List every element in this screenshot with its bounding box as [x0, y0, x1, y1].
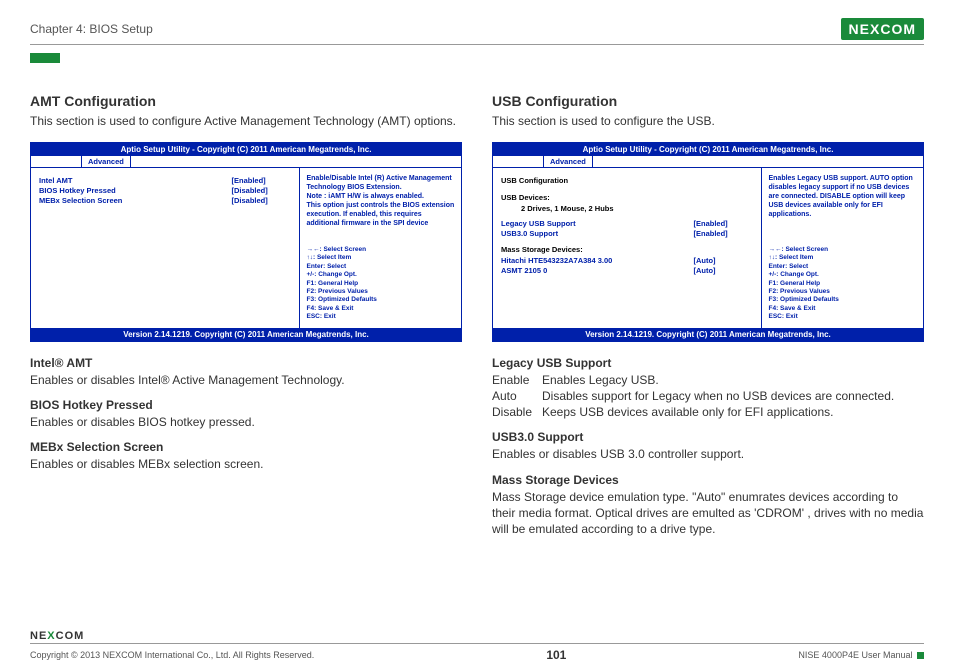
opt-legacy-title: Legacy USB Support	[492, 356, 924, 370]
green-square-icon	[917, 652, 924, 659]
copyright: Copyright © 2013 NEXCOM International Co…	[30, 650, 314, 660]
chapter-title: Chapter 4: BIOS Setup	[30, 22, 153, 36]
amt-desc: This section is used to configure Active…	[30, 113, 462, 130]
bios-header: Aptio Setup Utility - Copyright (C) 2011…	[493, 143, 923, 156]
opt-usb3-title: USB3.0 Support	[492, 430, 924, 444]
bios-footer: Version 2.14.1219. Copyright (C) 2011 Am…	[31, 328, 461, 341]
opt-mebx-desc: Enables or disables MEBx selection scree…	[30, 456, 462, 472]
bios-tab-advanced: Advanced	[81, 156, 131, 167]
bios-help-text: Enables Legacy USB support. AUTO option …	[768, 174, 917, 238]
left-column: AMT Configuration This section is used t…	[30, 93, 462, 537]
bios-help-pane: Enable/Disable Intel (R) Active Manageme…	[299, 168, 461, 328]
bios-keys: →←: Select Screen ↑↓: Select Item Enter:…	[306, 246, 455, 322]
tab-marker	[30, 53, 60, 63]
bios-help-pane: Enables Legacy USB support. AUTO option …	[761, 168, 923, 328]
right-column: USB Configuration This section is used t…	[492, 93, 924, 537]
bios-tabs: Advanced	[493, 156, 923, 168]
page-number: 101	[546, 648, 566, 662]
opt-intel-amt-desc: Enables or disables Intel® Active Manage…	[30, 372, 462, 388]
opt-bios-hotkey-desc: Enables or disables BIOS hotkey pressed.	[30, 414, 462, 430]
opt-legacy-table: EnableEnables Legacy USB. AutoDisables s…	[492, 372, 924, 421]
bios-tabs: Advanced	[31, 156, 461, 168]
bios-settings-pane: USB Configuration USB Devices: 2 Drives,…	[493, 168, 761, 328]
nexcom-logo: NEXCOM	[841, 18, 924, 40]
content-columns: AMT Configuration This section is used t…	[30, 93, 924, 537]
bios-footer: Version 2.14.1219. Copyright (C) 2011 Am…	[493, 328, 923, 341]
bios-tab-advanced: Advanced	[543, 156, 593, 167]
page-footer: NEXCOM Copyright © 2013 NEXCOM Internati…	[30, 643, 924, 662]
opt-intel-amt-title: Intel® AMT	[30, 356, 462, 370]
page-header: Chapter 4: BIOS Setup NEXCOM	[30, 18, 924, 45]
bios-header: Aptio Setup Utility - Copyright (C) 2011…	[31, 143, 461, 156]
manual-name: NISE 4000P4E User Manual	[798, 650, 924, 660]
bios-keys: →←: Select Screen ↑↓: Select Item Enter:…	[768, 246, 917, 322]
amt-title: AMT Configuration	[30, 93, 462, 109]
bios-settings-pane: Intel AMT[Enabled] BIOS Hotkey Pressed[D…	[31, 168, 299, 328]
opt-mass-title: Mass Storage Devices	[492, 473, 924, 487]
amt-bios-box: Aptio Setup Utility - Copyright (C) 2011…	[30, 142, 462, 342]
opt-bios-hotkey-title: BIOS Hotkey Pressed	[30, 398, 462, 412]
bios-help-text: Enable/Disable Intel (R) Active Manageme…	[306, 174, 455, 238]
usb-bios-box: Aptio Setup Utility - Copyright (C) 2011…	[492, 142, 924, 342]
opt-mebx-title: MEBx Selection Screen	[30, 440, 462, 454]
opt-usb3-desc: Enables or disables USB 3.0 controller s…	[492, 446, 924, 462]
footer-logo: NEXCOM	[30, 630, 84, 642]
usb-desc: This section is used to configure the US…	[492, 113, 924, 130]
opt-mass-desc: Mass Storage device emulation type. "Aut…	[492, 489, 924, 538]
usb-title: USB Configuration	[492, 93, 924, 109]
